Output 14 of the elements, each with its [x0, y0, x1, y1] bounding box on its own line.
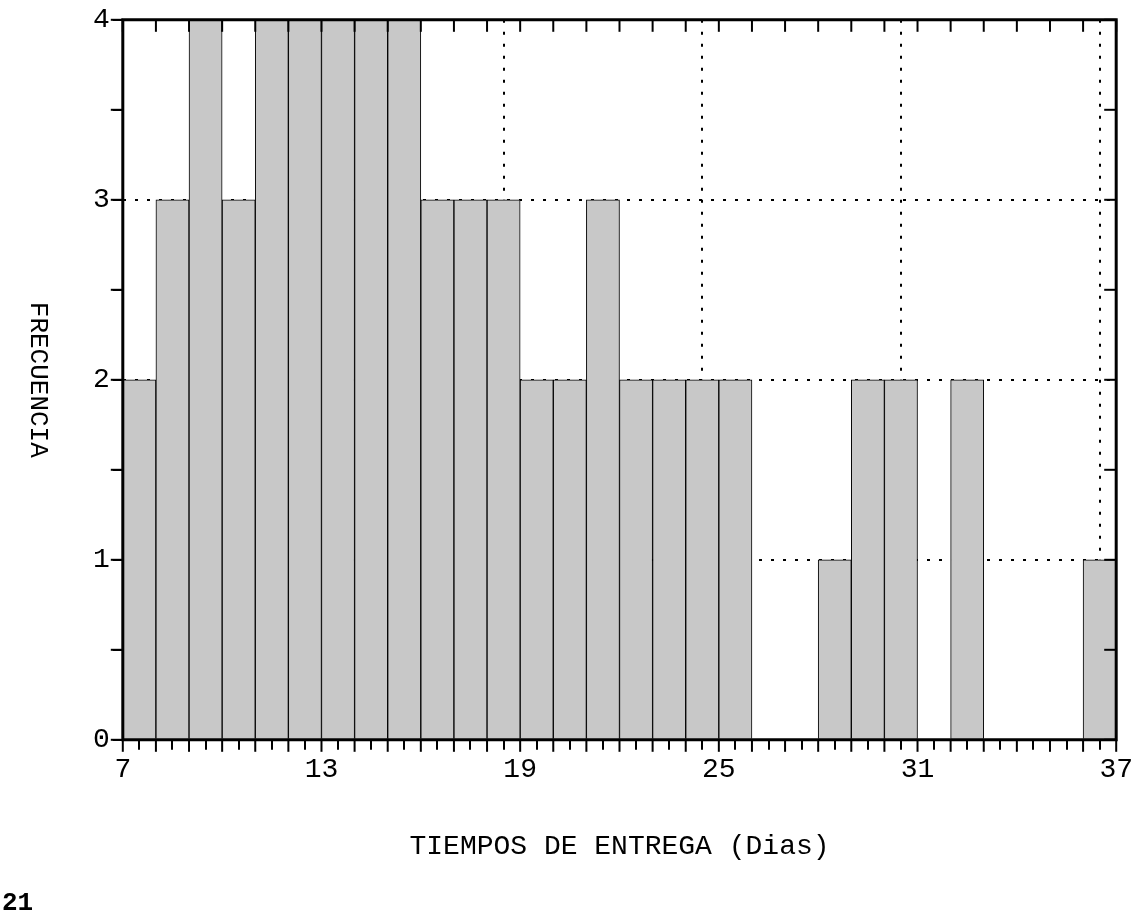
x-tick-label: 25 [702, 754, 736, 786]
x-tick-label: 31 [900, 754, 935, 786]
y-tick-label: 4 [92, 4, 110, 36]
y-tick-label: 0 [92, 724, 110, 756]
y-tick-label: 1 [92, 544, 110, 576]
y-tick-label: 3 [92, 184, 110, 216]
y-tick-label: 2 [92, 364, 110, 396]
y-axis-title: FRECUENCIA [23, 301, 54, 459]
x-axis-title: TIEMPOS DE ENTREGA (Dias) [409, 830, 830, 862]
x-tick-label: 13 [304, 754, 339, 786]
x-tick-label: 7 [114, 754, 132, 786]
x-tick-label: 19 [503, 754, 537, 786]
text: 21 [2, 888, 34, 917]
x-tick-label: 37 [1099, 754, 1133, 786]
